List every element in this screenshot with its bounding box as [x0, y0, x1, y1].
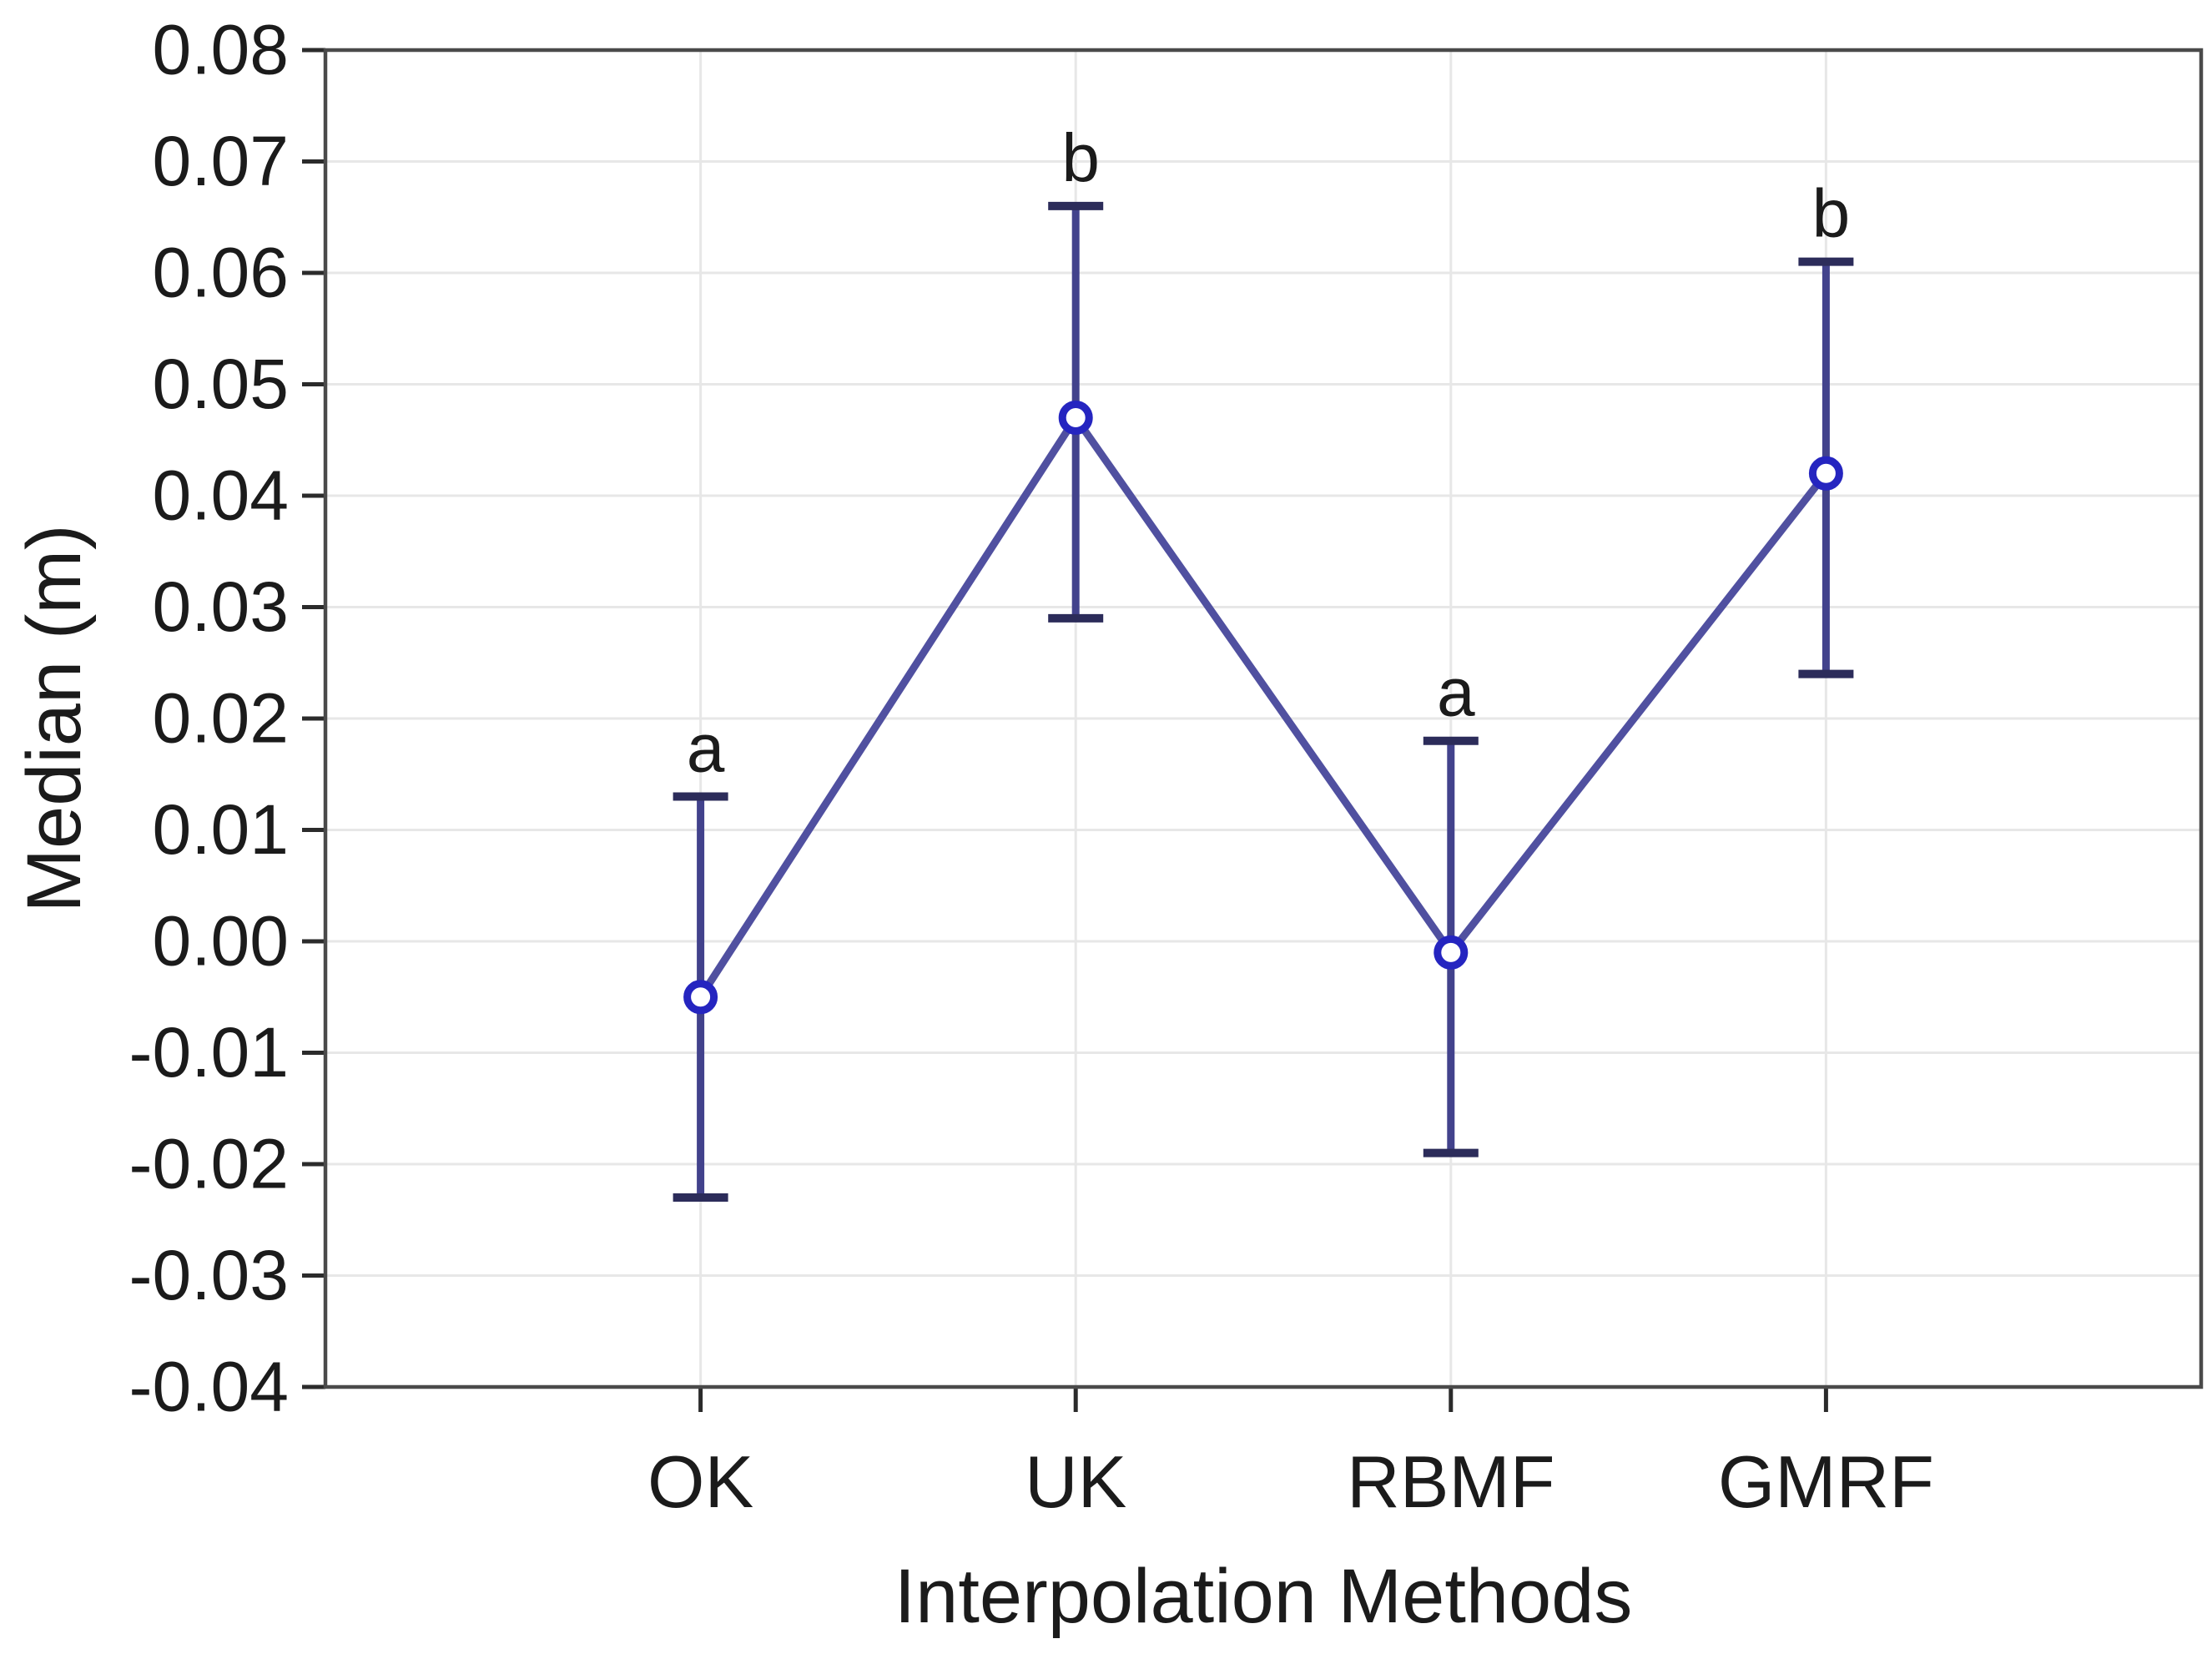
significance-letter: a: [1437, 655, 1475, 731]
category-label-ok: OK: [647, 1440, 753, 1523]
significance-letter: a: [687, 710, 725, 786]
median-marker: [1058, 401, 1093, 436]
category-label-rbmf: RBMF: [1347, 1440, 1554, 1523]
y-tick-label: -0.03: [129, 1236, 289, 1314]
median-marker: [1434, 935, 1469, 970]
y-tick-label: 0.08: [153, 11, 290, 89]
y-tick-label: 0.06: [153, 234, 290, 312]
y-tick-label: -0.02: [129, 1125, 289, 1203]
y-tick-label: 0.01: [153, 790, 290, 869]
data-point-rbmf: a: [1423, 655, 1479, 1157]
data-point-uk: b: [1048, 120, 1104, 623]
median-marker: [1808, 456, 1843, 491]
category-label-gmrf: GMRF: [1718, 1440, 1934, 1523]
x-axis-title: Interpolation Methods: [894, 1554, 1633, 1639]
y-tick-label: 0.00: [153, 902, 290, 981]
category-label-uk: UK: [1025, 1440, 1126, 1523]
median-marker: [683, 980, 718, 1015]
y-tick-label: 0.02: [153, 679, 290, 758]
data-point-gmrf: b: [1798, 176, 1854, 678]
significance-letter: b: [1061, 120, 1100, 196]
significance-letter: b: [1812, 176, 1851, 252]
y-tick-label: 0.07: [153, 122, 290, 200]
y-tick-label: 0.03: [153, 567, 290, 646]
series-line: [697, 411, 1829, 1000]
data-point-ok: a: [673, 710, 728, 1203]
y-tick-label: -0.04: [129, 1348, 289, 1426]
y-tick-label: 0.05: [153, 345, 290, 423]
y-tick-label: -0.01: [129, 1013, 289, 1092]
plot-frame: [323, 48, 2204, 1389]
y-axis-title: Median (m): [12, 524, 97, 912]
y-tick-label: 0.04: [153, 456, 290, 535]
